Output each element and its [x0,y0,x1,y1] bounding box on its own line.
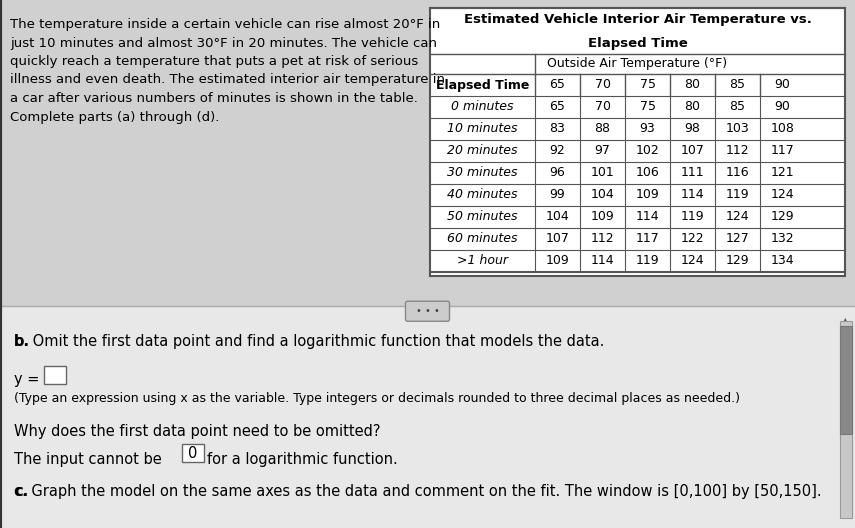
Text: 122: 122 [681,232,705,246]
Text: 90: 90 [775,79,790,91]
Text: 93: 93 [640,122,656,136]
Text: 108: 108 [770,122,794,136]
Text: 70: 70 [594,100,610,114]
Text: 129: 129 [726,254,749,268]
Text: 75: 75 [640,79,656,91]
Text: 124: 124 [681,254,705,268]
Text: 0: 0 [188,446,198,461]
Text: Elapsed Time: Elapsed Time [587,36,687,50]
Text: c. Graph the model on the same axes as the data and comment on the fit. The wind: c. Graph the model on the same axes as t… [14,484,822,499]
Text: 85: 85 [729,100,746,114]
Text: 119: 119 [635,254,659,268]
Text: 129: 129 [770,211,794,223]
Text: 121: 121 [770,166,794,180]
Text: 127: 127 [726,232,749,246]
Text: 104: 104 [545,211,569,223]
Text: 80: 80 [685,100,700,114]
Bar [44,366,66,384]
Text: 75: 75 [640,100,656,114]
Bar [430,8,845,276]
Text: Outside Air Temperature (°F): Outside Air Temperature (°F) [547,58,728,71]
Text: 109: 109 [591,211,615,223]
Text: Estimated Vehicle Interior Air Temperature vs.: Estimated Vehicle Interior Air Temperatu… [463,14,811,26]
Text: 132: 132 [770,232,794,246]
Text: 85: 85 [729,79,746,91]
Text: 116: 116 [726,166,749,180]
Text: 98: 98 [685,122,700,136]
Text: 107: 107 [545,232,569,246]
Text: 80: 80 [685,79,700,91]
Text: 88: 88 [594,122,610,136]
Text: 104: 104 [591,188,615,202]
Text: 50 minutes: 50 minutes [447,211,518,223]
Text: Elapsed Time: Elapsed Time [436,79,529,91]
Text: 114: 114 [681,188,705,202]
Text: 117: 117 [635,232,659,246]
Text: 99: 99 [550,188,565,202]
Text: 92: 92 [550,145,565,157]
Text: 114: 114 [591,254,614,268]
Text: for a logarithmic function.: for a logarithmic function. [207,452,398,467]
Text: b. Omit the first data point and find a logarithmic function that models the dat: b. Omit the first data point and find a … [14,334,604,349]
Text: 65: 65 [550,79,565,91]
Text: Why does the first data point need to be omitted?: Why does the first data point need to be… [14,424,380,439]
Bar [840,321,852,518]
Text: 109: 109 [545,254,569,268]
Bar [182,444,204,462]
Text: >1 hour: >1 hour [457,254,508,268]
Text: 65: 65 [550,100,565,114]
FancyBboxPatch shape [405,301,450,321]
Text: 90: 90 [775,100,790,114]
Text: ▲: ▲ [840,316,849,326]
Text: 83: 83 [550,122,565,136]
Text: The temperature inside a certain vehicle can rise almost 20°F in
just 10 minutes: The temperature inside a certain vehicle… [10,18,445,124]
Text: 119: 119 [681,211,705,223]
Text: 103: 103 [726,122,749,136]
Text: 109: 109 [635,188,659,202]
Text: 106: 106 [635,166,659,180]
Text: 134: 134 [770,254,794,268]
Text: 112: 112 [726,145,749,157]
Text: 111: 111 [681,166,705,180]
Bar [0,306,855,528]
Bar [840,326,852,435]
Text: 117: 117 [770,145,794,157]
Text: 124: 124 [726,211,749,223]
Text: 60 minutes: 60 minutes [447,232,518,246]
Text: 112: 112 [591,232,614,246]
Text: 40 minutes: 40 minutes [447,188,518,202]
Text: c.: c. [14,484,28,499]
Text: 119: 119 [726,188,749,202]
Text: 70: 70 [594,79,610,91]
Text: • • •: • • • [416,306,439,316]
Text: 107: 107 [681,145,705,157]
Text: The input cannot be: The input cannot be [14,452,167,467]
Text: 102: 102 [635,145,659,157]
Text: 124: 124 [770,188,794,202]
Text: (Type an expression using x as the variable. Type integers or decimals rounded t: (Type an expression using x as the varia… [14,392,740,406]
Text: 96: 96 [550,166,565,180]
Text: 0 minutes: 0 minutes [451,100,514,114]
Text: 20 minutes: 20 minutes [447,145,518,157]
Text: y =: y = [14,372,39,387]
Text: 10 minutes: 10 minutes [447,122,518,136]
Text: 30 minutes: 30 minutes [447,166,518,180]
Text: b.: b. [14,334,30,349]
Bar [0,0,855,306]
Text: 114: 114 [635,211,659,223]
Text: 97: 97 [594,145,610,157]
Text: 101: 101 [591,166,615,180]
